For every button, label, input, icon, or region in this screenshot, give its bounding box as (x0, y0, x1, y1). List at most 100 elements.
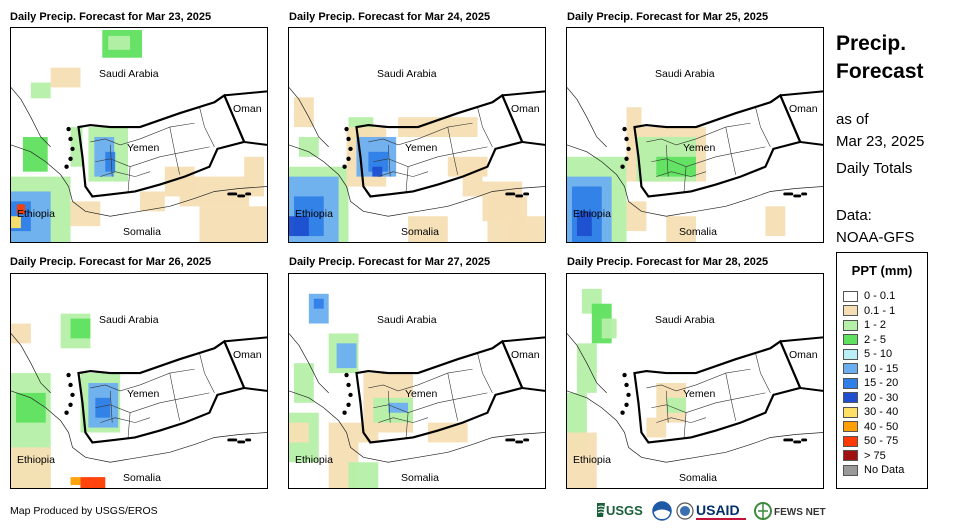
precip-patch (105, 151, 116, 172)
legend-label: 40 - 50 (864, 420, 899, 433)
precip-patch (11, 447, 51, 488)
precip-patch (293, 97, 314, 128)
legend-swatch (843, 435, 858, 447)
island (783, 438, 794, 442)
island (348, 146, 353, 152)
province-boundary (725, 127, 736, 175)
precip-patch (567, 432, 597, 488)
province-boundary (100, 171, 151, 177)
island (626, 392, 631, 398)
country-label-oman: Oman (511, 103, 540, 115)
country-label-yemen: Yemen (127, 142, 160, 154)
province-boundary (378, 417, 429, 423)
province-boundary (477, 353, 493, 394)
legend-label: 50 - 75 (864, 435, 899, 447)
legend-item: 40 - 50 (843, 421, 898, 434)
legend-item: 30 - 40 (843, 406, 898, 419)
province-boundary (656, 417, 707, 423)
legend-item: > 75 (843, 450, 886, 463)
island (64, 410, 69, 415)
island (783, 192, 794, 196)
panel-title-6: Daily Precip. Forecast for Mar 28, 2025 (567, 256, 769, 268)
map-panel-5: Saudi Arabia Oman Yemen Ethiopia Somalia (288, 273, 546, 489)
country-label-oman: Oman (233, 349, 262, 361)
island (622, 126, 627, 132)
legend-item: No Data (843, 464, 904, 477)
legend-label: 20 - 30 (864, 391, 899, 404)
legend-label: No Data (864, 464, 905, 476)
precip-patch (11, 323, 31, 344)
legend-item: 0.1 - 1 (843, 305, 895, 318)
coastline (11, 87, 51, 148)
legend-label: 0.1 - 1 (864, 304, 896, 317)
precip-patch (656, 156, 696, 177)
coastline (567, 144, 823, 217)
province-boundary (199, 107, 215, 148)
precip-patch (765, 206, 786, 237)
legend-label: > 75 (864, 449, 886, 462)
precip-patch (22, 136, 48, 172)
legend-item: 1 - 2 (843, 319, 886, 332)
island (624, 156, 629, 161)
province-boundary (755, 353, 771, 394)
island (622, 372, 627, 378)
precip-patch (80, 477, 106, 488)
precip-patch (601, 318, 617, 339)
island (346, 402, 351, 407)
precip-patch (408, 216, 448, 242)
nasa-seal-icon (676, 499, 694, 523)
province-boundary (169, 127, 180, 175)
province-boundary (127, 166, 131, 192)
coastline (567, 333, 607, 394)
usaid-logo: USAID (696, 499, 752, 523)
island (344, 126, 349, 132)
province-boundary (405, 166, 409, 192)
legend-label: 5 - 10 (864, 348, 893, 360)
legend-swatch (843, 348, 858, 360)
province-boundary (447, 127, 458, 175)
country-label-yemen: Yemen (405, 142, 438, 154)
precip-patch (462, 166, 483, 197)
svg-text:USGS: USGS (606, 503, 643, 518)
map-canvas (11, 313, 267, 488)
legend-label: 30 - 40 (864, 406, 899, 418)
legend-label: 10 - 15 (864, 362, 899, 375)
country-label-somalia: Somalia (679, 472, 717, 484)
island (237, 440, 246, 444)
country-label-ethiopia: Ethiopia (295, 208, 333, 220)
island (515, 440, 524, 444)
country-label-saudi-arabia: Saudi Arabia (377, 68, 437, 80)
data-label: Data: (836, 207, 872, 224)
province-boundary (100, 417, 151, 423)
precip-patch (666, 397, 687, 413)
precip-patch (626, 201, 647, 232)
panel-title-2: Daily Precip. Forecast for Mar 24, 2025 (289, 11, 491, 23)
precip-patch (11, 216, 21, 229)
precip-patch (289, 422, 309, 443)
island (624, 402, 629, 407)
country-label-somalia: Somalia (401, 472, 439, 484)
province-boundary (683, 412, 687, 438)
island (348, 392, 353, 398)
precip-patch (576, 343, 597, 393)
precip-patch (199, 206, 267, 242)
legend-label: 15 - 20 (864, 377, 899, 389)
legend-swatch (843, 464, 858, 476)
coastline (289, 390, 545, 463)
legend-swatch (843, 305, 858, 317)
island (624, 382, 629, 388)
island (523, 438, 530, 442)
precip-patch (293, 363, 314, 403)
legend-title: PPT (mm) (851, 263, 913, 278)
map-canvas (289, 293, 545, 488)
yemen-border (77, 93, 246, 198)
island (245, 192, 252, 196)
legend-label: 2 - 5 (864, 333, 887, 346)
island (70, 392, 75, 398)
island (66, 372, 71, 378)
island (620, 410, 625, 415)
precip-patch (427, 422, 468, 443)
yemen-border (77, 339, 246, 444)
province-boundary (656, 171, 707, 177)
province-boundary (646, 368, 751, 392)
